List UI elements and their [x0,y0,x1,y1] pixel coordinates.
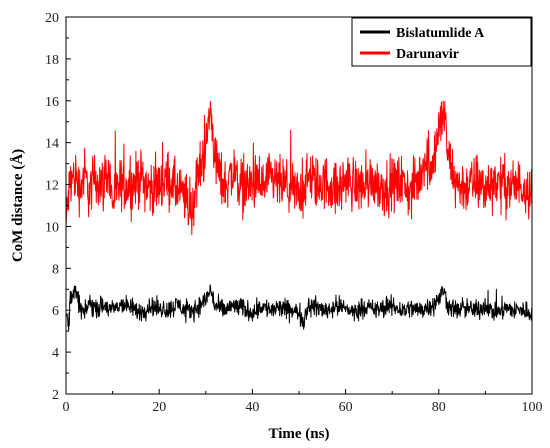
x-tick-label: 100 [522,400,543,415]
y-tick-label: 10 [45,220,59,235]
legend-label-darunavir: Darunavir [396,47,459,62]
y-tick-label: 2 [52,388,59,403]
x-axis: 0 20 40 60 80 100 [63,389,543,415]
y-tick-label: 14 [45,137,59,152]
x-tick-label: 20 [152,400,166,415]
x-tick-label: 80 [432,400,446,415]
y-tick-label: 4 [52,346,59,361]
legend: Bislatumlide A Darunavir [351,17,532,67]
x-tick-label: 0 [63,400,70,415]
x-tick-label: 40 [245,400,259,415]
x-axis-title: Time (ns) [269,426,330,442]
y-axis: 2 4 6 8 10 12 14 16 18 20 [45,11,71,403]
y-tick-label: 18 [45,53,59,68]
y-tick-label: 12 [45,179,59,194]
series-layer [65,100,533,332]
y-tick-label: 8 [52,262,59,277]
legend-box [351,17,532,67]
series-line-darunavir [65,100,533,236]
y-tick-label: 16 [45,95,59,110]
series-line-bislatumlide-a [65,284,533,332]
y-tick-label: 6 [52,304,59,319]
y-axis-title: CoM distance (Å) [10,149,26,262]
y-tick-label: 20 [45,11,59,26]
legend-label-bislatumlide-a: Bislatumlide A [396,26,485,41]
x-tick-label: 60 [339,400,353,415]
